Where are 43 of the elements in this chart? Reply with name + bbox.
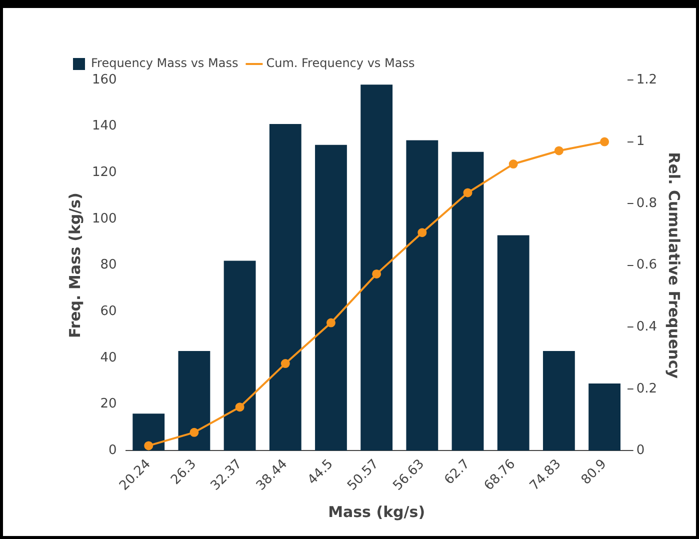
y2-tick-label: 1.2 [636, 72, 658, 88]
y-axis-title: Freq. Mass (kg/s) [66, 192, 84, 338]
legend-label: Cum. Frequency vs Mass [266, 56, 415, 70]
bar [269, 124, 302, 451]
bar [360, 84, 393, 451]
point [235, 402, 244, 412]
y-tick-label: 160 [92, 72, 117, 88]
point [554, 146, 564, 156]
bar [132, 414, 165, 451]
bar [315, 144, 347, 451]
y-tick-label: 140 [92, 118, 117, 134]
bar [452, 152, 484, 451]
point [326, 318, 336, 328]
y-tick-label: 100 [92, 211, 117, 226]
point [600, 137, 610, 146]
y2-tick-label: 0.6 [636, 258, 658, 273]
point [144, 441, 154, 450]
bar [178, 351, 210, 451]
y-tick-label: 20 [100, 396, 117, 412]
x-axis-title: Mass (kg/s) [328, 502, 426, 521]
bar [542, 351, 575, 451]
y2-axis-title: Rel. Cumulative Frequency [665, 152, 684, 379]
y-tick-label: 40 [100, 350, 117, 366]
point [508, 160, 518, 169]
bar [224, 260, 256, 451]
y-tick-label: 120 [92, 165, 117, 180]
y-tick-label: 80 [100, 258, 117, 273]
bar [406, 140, 438, 451]
y-tick-label: 60 [100, 304, 117, 320]
y2-tick-label: 0 [636, 443, 645, 458]
y2-tick-label: 1 [636, 134, 645, 150]
y-tick-label: 0 [108, 443, 117, 458]
y2-tick-label: 0.8 [636, 196, 658, 211]
y2-tick-label: 0.4 [636, 319, 658, 334]
point [280, 359, 290, 368]
bar [588, 383, 620, 451]
point [418, 228, 427, 238]
legend-label: Frequency Mass vs Mass [91, 56, 238, 70]
bar [497, 235, 530, 451]
point [190, 428, 199, 437]
point [372, 269, 382, 278]
y2-tick-label: 0.2 [636, 381, 658, 396]
point [463, 188, 472, 198]
